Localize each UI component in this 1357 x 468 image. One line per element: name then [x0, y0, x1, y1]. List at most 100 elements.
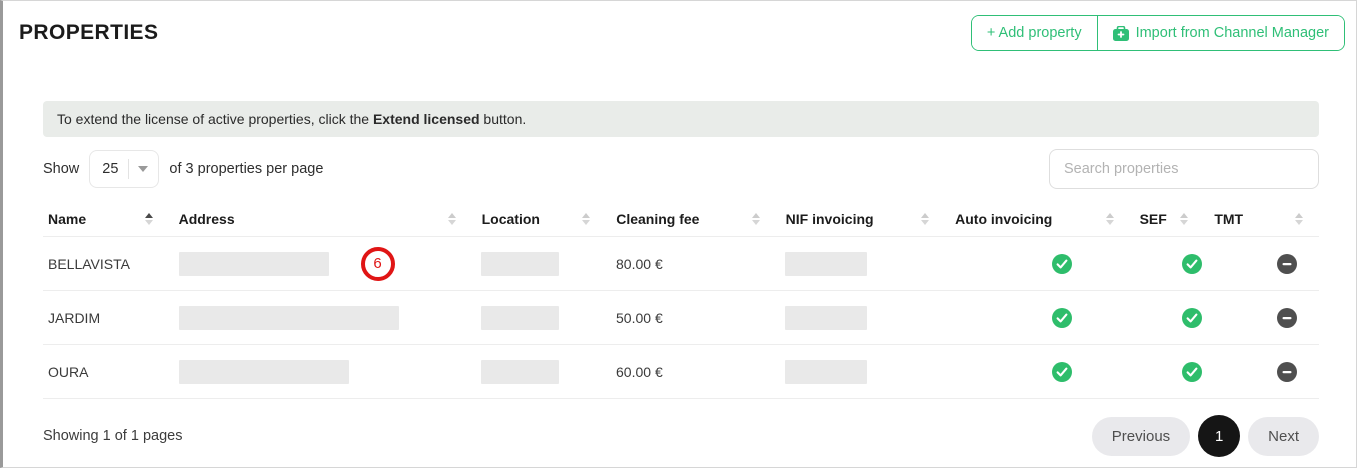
redacted-location [481, 305, 560, 330]
banner-text-before: To extend the license of active properti… [57, 111, 373, 127]
cell-location [471, 237, 606, 290]
cell-nif-invoicing [775, 237, 944, 290]
sort-arrows-icon [921, 212, 930, 225]
import-label: Import from Channel Manager [1135, 25, 1329, 41]
minus-circle-icon [1276, 307, 1297, 328]
column-label: Auto invoicing [955, 210, 1053, 227]
column-label: Name [48, 210, 87, 227]
cell-address [169, 345, 472, 398]
cell-sef [1129, 237, 1204, 290]
column-header-location[interactable]: Location [472, 201, 607, 236]
redacted-address [178, 305, 399, 330]
table-body: BELLAVISTA 6 80.00 € JARDIM 50.00 € OURA 60.00… [43, 237, 1319, 399]
current-page-button[interactable]: 1 [1198, 415, 1241, 457]
column-label: SEF [1139, 210, 1167, 227]
cell-name: OURA [48, 363, 89, 380]
column-header-nif-invoicing[interactable]: NIF invoicing [776, 201, 945, 236]
pagination: Previous 1 Next [1091, 415, 1319, 457]
column-header-auto-invoicing[interactable]: Auto invoicing [945, 201, 1129, 236]
table-footer: Showing 1 of 1 pages Previous 1 Next [43, 415, 1319, 457]
sort-arrows-icon [751, 212, 760, 225]
cell-address: 6 [169, 237, 472, 290]
redacted-nif [785, 305, 868, 330]
sort-arrows-icon [144, 212, 153, 225]
page-title: PROPERTIES [19, 21, 159, 44]
previous-page-button[interactable]: Previous [1091, 416, 1191, 456]
sort-arrows-icon [1295, 212, 1303, 225]
column-header-address[interactable]: Address [169, 201, 472, 236]
cell-sef [1129, 291, 1204, 344]
column-label: Location [481, 210, 540, 227]
column-label: Address [178, 210, 235, 227]
cell-name: BELLAVISTA [48, 255, 130, 272]
redacted-location [481, 359, 560, 384]
add-property-label: + Add property [986, 25, 1082, 41]
header-actions: + Add property Import from Channel Manag… [970, 15, 1345, 51]
check-circle-icon [1181, 253, 1202, 274]
column-label: Cleaning fee [616, 210, 700, 227]
cell-tmt [1204, 291, 1319, 344]
import-box-icon [1112, 25, 1129, 41]
next-page-button[interactable]: Next [1248, 416, 1319, 456]
minus-circle-icon [1276, 253, 1297, 274]
table-header-row: Name Address Location Cleaning fee NIF invoi… [43, 201, 1319, 237]
pages-summary: Showing 1 of 1 pages [43, 428, 183, 444]
sort-arrows-icon [447, 212, 456, 225]
caret-down-icon [138, 166, 149, 172]
cell-nif-invoicing [775, 291, 944, 344]
check-circle-icon [1181, 361, 1202, 382]
page-header: PROPERTIES + Add property Import from Ch… [3, 1, 1356, 51]
cell-auto-invoicing [945, 291, 1130, 344]
table-row-oura[interactable]: OURA 60.00 € [43, 345, 1319, 399]
cell-address [169, 291, 472, 344]
minus-circle-icon [1276, 361, 1297, 382]
import-channel-manager-button[interactable]: Import from Channel Manager [1096, 16, 1344, 50]
page-size-value: 25 [102, 161, 119, 177]
cell-tmt [1204, 237, 1319, 290]
sort-arrows-icon [582, 212, 591, 225]
cell-auto-invoicing [945, 345, 1130, 398]
annotation-badge: 6 [360, 246, 395, 281]
sort-arrows-icon [1180, 212, 1189, 225]
cell-location [471, 345, 606, 398]
redacted-address [178, 359, 349, 384]
cell-location [471, 291, 606, 344]
column-header-sef[interactable]: SEF [1130, 201, 1205, 236]
show-label: Show [43, 161, 80, 177]
check-circle-icon [1052, 361, 1073, 382]
table-controls: Show 25 of 3 properties per page [43, 149, 1319, 189]
search-input[interactable] [1049, 149, 1319, 189]
page-size-dropdown[interactable]: 25 [89, 150, 160, 188]
cell-cleaning-fee: 60.00 € [616, 363, 663, 380]
banner-text-bold: Extend licensed [372, 111, 480, 127]
cell-tmt [1204, 345, 1319, 398]
redacted-nif [785, 359, 868, 384]
column-label: TMT [1214, 210, 1244, 227]
dropdown-divider [128, 159, 130, 179]
cell-cleaning-fee: 80.00 € [616, 255, 663, 272]
license-info-banner: To extend the license of active properti… [43, 101, 1319, 137]
per-page-label: of 3 properties per page [169, 161, 324, 177]
redacted-address [178, 251, 329, 276]
check-circle-icon [1181, 307, 1202, 328]
table-row-jardim[interactable]: JARDIM 50.00 € [43, 291, 1319, 345]
cell-auto-invoicing [945, 237, 1130, 290]
cell-nif-invoicing [775, 345, 944, 398]
cell-cleaning-fee: 50.00 € [616, 309, 663, 326]
add-property-button[interactable]: + Add property [971, 16, 1097, 50]
check-circle-icon [1052, 307, 1073, 328]
redacted-location [481, 251, 560, 276]
page-size-control: Show 25 of 3 properties per page [43, 150, 323, 188]
column-label: NIF invoicing [785, 210, 874, 227]
check-circle-icon [1052, 253, 1073, 274]
properties-table: Name Address Location Cleaning fee NIF invoi… [43, 201, 1319, 399]
cell-sef [1129, 345, 1204, 398]
column-header-tmt[interactable]: TMT [1204, 201, 1319, 236]
column-header-cleaning-fee[interactable]: Cleaning fee [606, 201, 775, 236]
column-header-name[interactable]: Name [43, 201, 169, 236]
cell-name: JARDIM [48, 309, 101, 326]
sort-arrows-icon [1105, 212, 1114, 225]
banner-text-after: button. [479, 111, 527, 127]
table-row-bellavista[interactable]: BELLAVISTA 6 80.00 € [43, 237, 1319, 291]
